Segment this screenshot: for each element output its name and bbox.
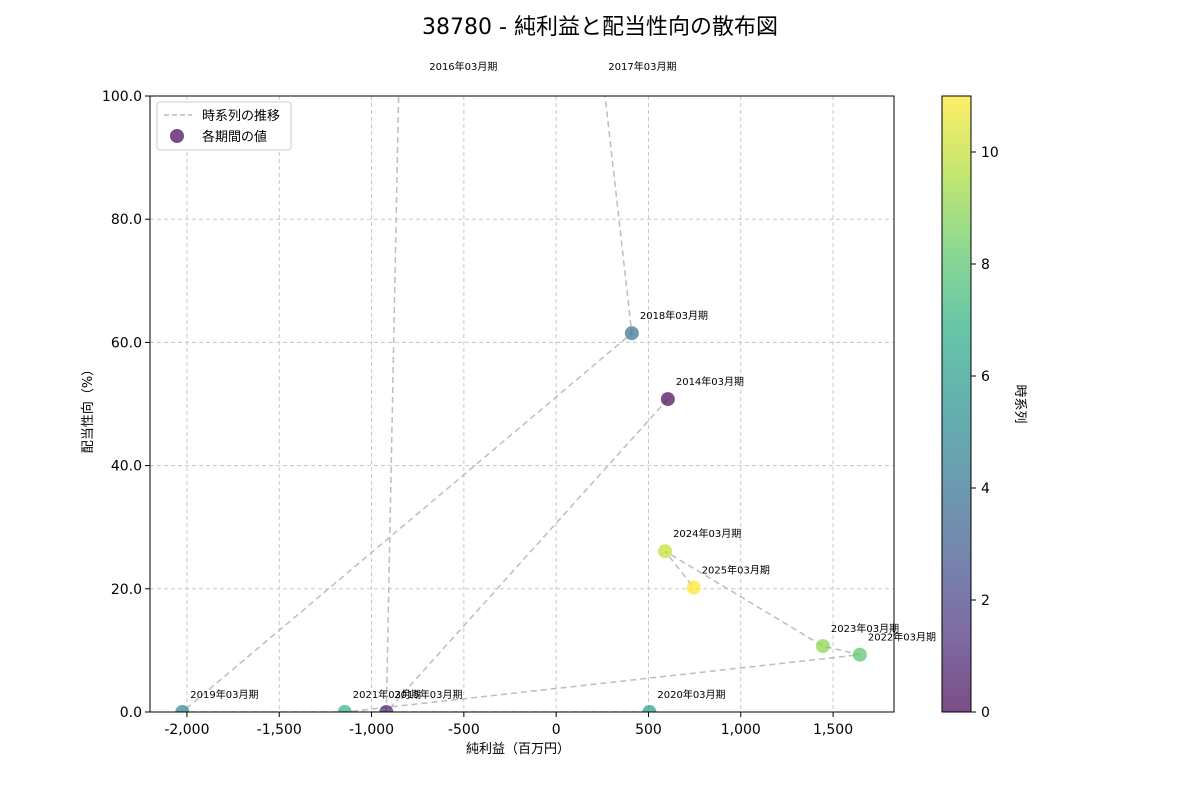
- x-tick-label: 1,500: [813, 722, 853, 738]
- data-point: [642, 705, 657, 712]
- point-annotation: 2018年03月期: [640, 309, 708, 322]
- colorbar-tick-label: 2: [981, 593, 990, 609]
- point-annotation: 2023年03月期: [831, 622, 899, 635]
- data-point: [175, 705, 190, 712]
- x-tick-label: -1,000: [349, 722, 394, 738]
- point-annotation: 2015年03月期: [394, 688, 462, 701]
- colorbar-tick-label: 0: [981, 705, 990, 721]
- point-annotation: 2022年03月期: [868, 631, 936, 644]
- point-annotation: 2017年03月期: [608, 60, 676, 73]
- point-annotation: 2021年03月期: [353, 688, 421, 701]
- legend-marker-swatch: [170, 129, 184, 143]
- data-point: [337, 705, 352, 712]
- y-tick-label: 60.0: [111, 335, 142, 351]
- x-tick-label: 500: [635, 722, 662, 738]
- colorbar-tick-label: 10: [981, 145, 999, 161]
- point-annotation: 2020年03月期: [657, 688, 725, 701]
- y-tick-label: 0.0: [120, 705, 142, 721]
- data-point: [595, 64, 609, 78]
- legend-line-label: 時系列の推移: [202, 109, 280, 124]
- legend-box: [156, 101, 292, 151]
- data-point: [686, 580, 701, 595]
- colorbar-tick-label: 8: [981, 257, 990, 273]
- y-axis-label: 配当性向（%）: [80, 363, 96, 453]
- x-tick-label: -2,000: [164, 722, 209, 738]
- legend: 時系列の推移 各期間の値: [156, 101, 292, 151]
- x-axis-label: 純利益（百万円）: [466, 742, 570, 757]
- data-point: [815, 639, 830, 654]
- data-point: [852, 647, 867, 662]
- y-tick-label: 20.0: [111, 582, 142, 598]
- colorbar-ticks: 0 2 4 6 8 10: [971, 145, 999, 721]
- x-axis-ticks: -2,000 -1,500 -1,000 -500 0 500 1,000 1,500: [164, 712, 853, 738]
- y-tick-label: 40.0: [111, 459, 142, 475]
- colorbar-label: 時系列: [1012, 384, 1027, 423]
- x-tick-label: 0: [552, 722, 561, 738]
- point-annotation: 2025年03月期: [702, 564, 770, 577]
- colorbar-tick-label: 4: [981, 481, 990, 497]
- point-annotation: 2014年03月期: [676, 375, 744, 388]
- x-tick-label: -500: [448, 722, 480, 738]
- chart-title: 38780 - 純利益と配当性向の散布図: [422, 15, 778, 40]
- x-tick-label: 1,000: [721, 722, 761, 738]
- annotation-layer: 2014年03月期 2015年03月期 2016年03月期 2017年03月期 2018…: [190, 60, 936, 701]
- grid: [150, 95, 894, 713]
- y-axis-ticks: 0.0 20.0 40.0 60.0 80.0 100.0: [102, 89, 150, 721]
- colorbar: 0 2 4 6 8 10 時系列: [941, 95, 1027, 721]
- data-point-layer: [175, 64, 867, 712]
- y-tick-label: 100.0: [102, 89, 142, 105]
- data-point: [379, 705, 394, 712]
- data-point: [658, 544, 673, 559]
- data-point: [624, 326, 639, 341]
- point-annotation: 2016年03月期: [429, 60, 497, 73]
- plot-frame: [149, 95, 895, 713]
- y-tick-label: 80.0: [111, 212, 142, 228]
- colorbar-gradient: [942, 96, 971, 712]
- point-annotation: 2019年03月期: [190, 688, 258, 701]
- data-point: [660, 392, 675, 407]
- x-tick-label: -1,500: [257, 722, 302, 738]
- colorbar-tick-label: 6: [981, 369, 990, 385]
- legend-marker-label: 各期間の値: [202, 129, 267, 145]
- colorbar-frame: [941, 95, 972, 713]
- point-annotation: 2024年03月期: [673, 527, 741, 540]
